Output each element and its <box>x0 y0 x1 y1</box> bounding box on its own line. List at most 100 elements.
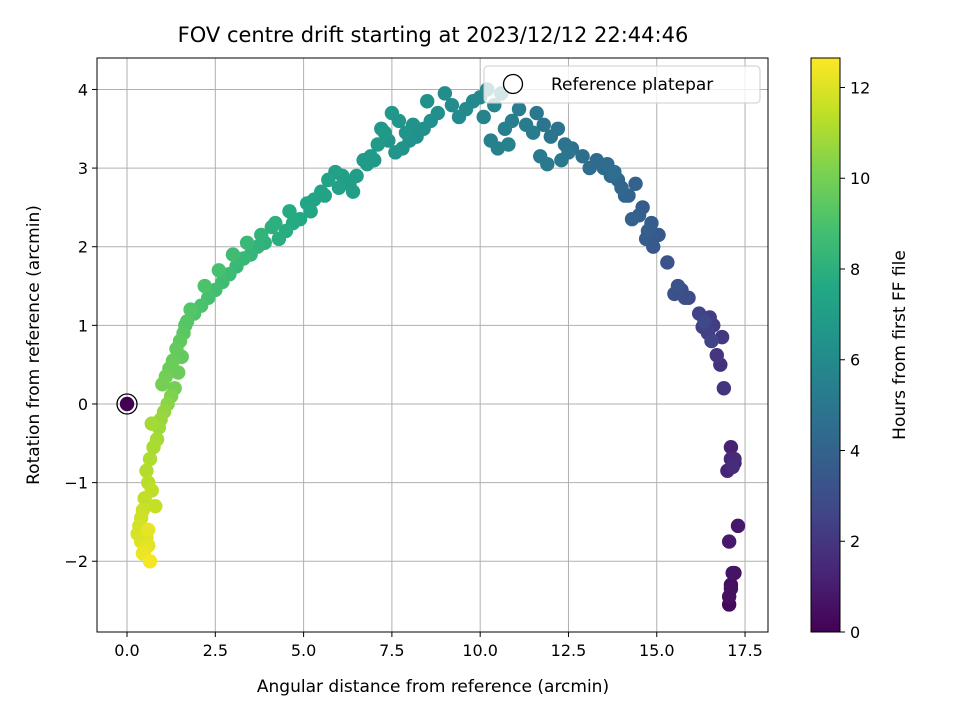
legend-marker <box>502 73 524 95</box>
x-tick-label: 2.5 <box>203 641 228 660</box>
colorbar-tick-label: 10 <box>850 169 870 188</box>
colorbar: 0 2 4 6 8 10 12 Hours from first FF file <box>810 57 910 642</box>
data-point <box>709 348 724 363</box>
data-point <box>303 204 318 219</box>
x-tick-label: 0.0 <box>114 641 139 660</box>
data-point <box>197 278 212 294</box>
data-point <box>420 94 435 109</box>
data-point <box>148 498 163 514</box>
data-point <box>155 377 170 392</box>
data-point <box>640 223 656 239</box>
data-point <box>723 440 739 455</box>
y-tick-label: 3 <box>78 159 88 178</box>
data-point <box>437 86 453 101</box>
data-point <box>444 97 460 113</box>
data-point <box>628 176 643 192</box>
data-point <box>554 153 569 168</box>
data-point <box>543 129 559 144</box>
data-point <box>575 149 590 164</box>
data-point <box>697 314 712 329</box>
data-point <box>141 522 156 537</box>
y-axis-ticks: −2 −1 0 1 2 3 4 <box>64 80 97 571</box>
reference-point-fill <box>119 396 135 412</box>
x-tick-label: 15.0 <box>639 641 675 660</box>
x-tick-label: 10.0 <box>462 641 498 660</box>
plot-area: 0.0 2.5 5.0 7.5 10.0 12.5 15.0 17.5 −2 −1 0 1 2 3 4 <box>64 57 769 660</box>
y-tick-label: −2 <box>64 552 88 571</box>
colorbar-tick-label: 0 <box>850 623 860 642</box>
data-point <box>331 180 347 195</box>
legend: Reference platepar <box>483 65 761 104</box>
data-point <box>704 333 719 349</box>
y-tick-label: −1 <box>64 474 88 493</box>
data-point <box>254 227 269 243</box>
reference-point <box>116 393 138 415</box>
data-point <box>730 518 746 534</box>
data-point <box>142 451 158 467</box>
legend-label: Reference platepar <box>551 75 713 95</box>
y-tick-label: 2 <box>78 238 88 257</box>
grid-lines <box>97 58 768 632</box>
data-point <box>225 247 241 262</box>
x-axis-ticks: 0.0 2.5 5.0 7.5 10.0 12.5 15.0 17.5 <box>114 632 763 660</box>
data-points <box>130 82 746 612</box>
data-point <box>476 109 491 125</box>
data-point <box>582 160 597 176</box>
data-point <box>388 145 403 160</box>
data-point <box>716 381 732 396</box>
data-point <box>725 565 740 581</box>
data-point <box>518 117 534 133</box>
colorbar-tick-label: 2 <box>850 532 860 551</box>
data-point <box>239 235 255 250</box>
colorbar-tick-label: 8 <box>850 260 860 279</box>
data-point <box>384 105 400 121</box>
y-tick-label: 1 <box>78 316 88 335</box>
data-point <box>725 459 740 475</box>
data-point <box>268 215 283 231</box>
data-point <box>282 204 297 219</box>
data-point <box>146 440 161 455</box>
data-point <box>511 101 527 117</box>
colorbar-tick-label: 4 <box>850 441 860 460</box>
y-axis-label: Rotation from reference (arcmin) <box>24 205 44 485</box>
data-point <box>607 164 622 180</box>
reference-point-ring <box>116 393 138 415</box>
colorbar-gradient <box>810 57 841 633</box>
data-point <box>533 149 548 164</box>
colorbar-tick-label: 12 <box>850 78 870 97</box>
legend-box <box>483 65 761 104</box>
data-point <box>398 125 414 140</box>
data-point <box>536 117 551 133</box>
data-point <box>723 581 739 596</box>
data-point <box>660 255 675 270</box>
data-point <box>721 534 737 549</box>
data-point <box>370 137 385 152</box>
x-tick-label: 5.0 <box>291 641 316 660</box>
data-point <box>529 105 544 121</box>
y-tick-label: 0 <box>78 395 88 414</box>
data-point <box>497 121 513 136</box>
data-point <box>321 172 336 188</box>
plot-frame <box>96 57 769 633</box>
data-point <box>139 463 154 479</box>
colorbar-ticks: 0 2 4 6 8 10 12 <box>840 78 870 642</box>
colorbar-label: Hours from first FF file <box>890 250 910 440</box>
data-point <box>211 263 227 278</box>
data-point <box>359 156 375 172</box>
data-point <box>377 125 393 140</box>
data-point <box>501 137 516 152</box>
x-tick-label: 7.5 <box>379 641 404 660</box>
y-tick-label: 4 <box>78 80 88 99</box>
data-point <box>271 231 287 247</box>
data-point <box>183 302 198 317</box>
colorbar-tick-label: 6 <box>850 351 860 370</box>
data-point <box>670 278 686 294</box>
data-point <box>171 365 186 380</box>
data-point <box>624 211 640 227</box>
x-tick-label: 12.5 <box>551 641 587 660</box>
data-point <box>137 491 152 506</box>
x-axis-label: Angular distance from reference (arcmin) <box>257 677 609 697</box>
x-tick-label: 17.5 <box>727 641 763 660</box>
data-point <box>451 109 467 125</box>
